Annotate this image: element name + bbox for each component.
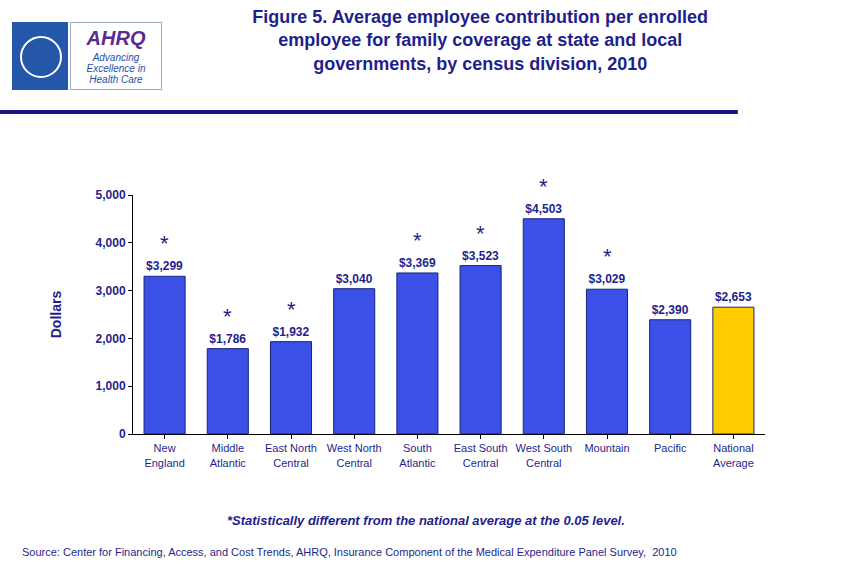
svg-text:SouthAtlantic: SouthAtlantic (399, 442, 436, 468)
svg-text:$2,390: $2,390 (652, 303, 689, 317)
svg-text:*Statistically different from: *Statistically different from the nation… (227, 513, 625, 528)
html-text:Advancing Excellence in Health: Advancing Excellence in Health Care (86, 52, 146, 85)
svg-text:*: * (539, 174, 548, 199)
svg-text:Source: Center for Financing,: Source: Center for Financing, Access, an… (22, 546, 677, 558)
svg-text:$2,653: $2,653 (715, 290, 752, 304)
svg-text:$3,029: $3,029 (588, 272, 625, 286)
svg-text:*: * (223, 304, 232, 329)
svg-text:$1,786: $1,786 (209, 332, 246, 346)
svg-text:*: * (287, 297, 296, 322)
svg-text:*: * (476, 221, 485, 246)
svg-text:MiddleAtlantic: MiddleAtlantic (210, 442, 247, 468)
svg-text:Dollars: Dollars (48, 291, 64, 339)
svg-text:NewEngland: NewEngland (144, 442, 184, 468)
svg-text:West NorthCentral: West NorthCentral (327, 442, 382, 468)
svg-text:*: * (413, 228, 422, 253)
svg-text:$3,523: $3,523 (462, 249, 499, 263)
svg-text:West SouthCentral: West SouthCentral (515, 442, 572, 468)
svg-text:$4,503: $4,503 (525, 202, 562, 216)
svg-text:0: 0 (119, 427, 126, 441)
svg-text:NationalAverage: NationalAverage (713, 442, 754, 468)
html-text:AHRQ: AHRQ (86, 27, 146, 49)
svg-text:2,000: 2,000 (96, 332, 126, 346)
svg-text:East SouthCentral: East SouthCentral (454, 442, 508, 468)
svg-text:1,000: 1,000 (96, 379, 126, 393)
svg-text:Figure 5. Average employee con: Figure 5. Average employee contribution … (252, 7, 708, 74)
svg-text:$3,040: $3,040 (336, 272, 373, 286)
svg-text:East NorthCentral: East NorthCentral (265, 442, 317, 468)
svg-text:*: * (603, 244, 612, 269)
svg-text:$3,299: $3,299 (146, 259, 183, 273)
svg-text:Pacific: Pacific (654, 442, 687, 454)
svg-text:3,000: 3,000 (96, 284, 126, 298)
svg-text:$1,932: $1,932 (272, 325, 309, 339)
svg-text:*: * (160, 231, 169, 256)
svg-text:4,000: 4,000 (96, 236, 126, 250)
svg-text:$3,369: $3,369 (399, 256, 436, 270)
svg-text:Mountain: Mountain (584, 442, 629, 454)
svg-text:5,000: 5,000 (96, 188, 126, 202)
